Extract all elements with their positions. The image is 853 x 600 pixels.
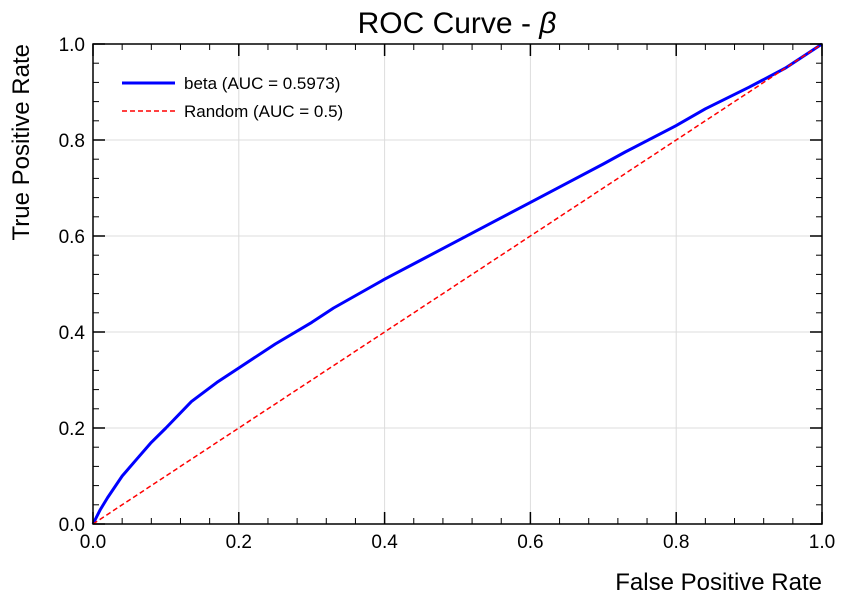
y-tick-label: 0.0 (59, 515, 85, 536)
y-tick-label: 0.8 (59, 131, 85, 152)
series-lines (91, 42, 823, 525)
x-tick-label: 0.8 (663, 532, 689, 553)
random-baseline-line (92, 43, 823, 525)
x-tick-labels: 0.0 0.2 0.4 0.6 0.8 1.0 (80, 532, 835, 553)
x-tick-label: 1.0 (809, 532, 835, 553)
legend-label-random: Random (AUC = 0.5) (184, 102, 343, 121)
x-tick-label: 0.0 (80, 532, 106, 553)
y-axis-label: True Positive Rate (8, 44, 35, 241)
x-tick-label: 0.2 (226, 532, 252, 553)
y-tick-label: 1.0 (59, 35, 85, 56)
x-tick-label: 0.6 (517, 532, 543, 553)
y-tick-label: 0.2 (59, 419, 85, 440)
x-tick-label: 0.4 (371, 532, 398, 553)
y-tick-label: 0.6 (59, 227, 85, 248)
legend: beta (AUC = 0.5973) Random (AUC = 0.5) (122, 74, 343, 121)
axis-ticks (92, 43, 823, 525)
chart-title-main: ROC Curve - (358, 7, 540, 40)
chart-title: ROC Curve - β (358, 7, 557, 40)
x-axis-label: False Positive Rate (615, 569, 822, 596)
y-tick-label: 0.4 (59, 323, 86, 344)
y-tick-labels: 0.0 0.2 0.4 0.6 0.8 1.0 (59, 35, 86, 536)
plot-frame (92, 43, 823, 525)
roc-curve-beta-line (91, 42, 823, 525)
legend-label-beta: beta (AUC = 0.5973) (184, 74, 340, 93)
chart-title-symbol: β (538, 7, 556, 40)
